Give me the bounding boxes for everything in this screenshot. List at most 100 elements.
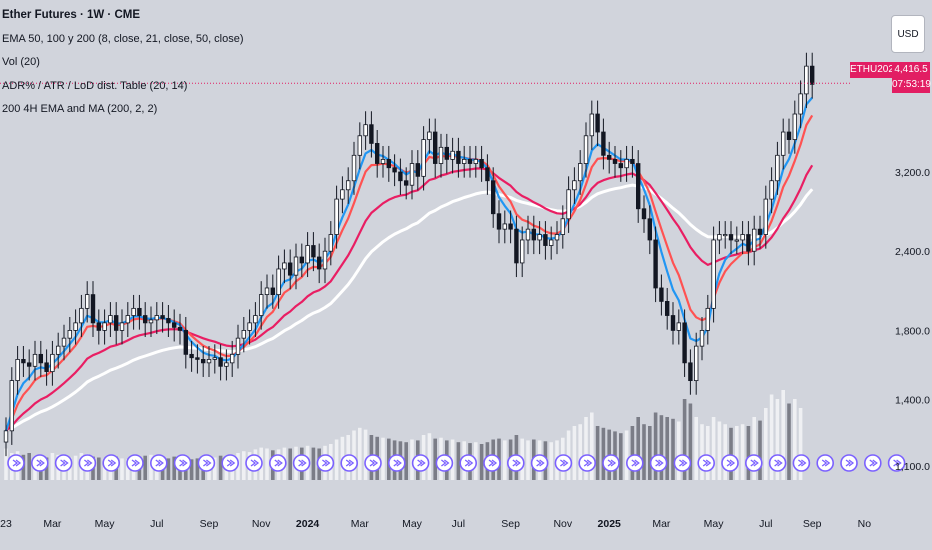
candle-body [38, 353, 43, 364]
candle-body [775, 154, 780, 182]
candle-body [438, 146, 444, 164]
candle-body [520, 239, 525, 264]
bar-countdown: 07:53:19 [892, 79, 931, 90]
candle-body [21, 359, 26, 364]
volume-bar [126, 459, 130, 480]
candle-body [351, 154, 357, 182]
candle-body [490, 180, 496, 215]
candle-body [374, 143, 380, 164]
candle-body [299, 256, 304, 264]
event-icon-glyph [607, 459, 617, 467]
volume-bar [352, 430, 356, 480]
y-tick-label: 3,200.0 [895, 167, 930, 179]
volume-bar [595, 426, 600, 480]
candle-body [3, 430, 9, 443]
moving-average-line [5, 114, 814, 432]
candle-body [171, 322, 177, 328]
candle-body [665, 301, 670, 316]
candle-body [461, 158, 467, 164]
candle-body [363, 124, 368, 137]
event-icon-glyph [464, 459, 474, 467]
legend-volume[interactable]: Vol (20) [2, 56, 40, 68]
currency-button[interactable]: USD [891, 15, 925, 53]
candle-body [647, 218, 652, 241]
volume-bar [711, 417, 716, 480]
candle-body [792, 113, 797, 140]
volume-bar [798, 408, 803, 480]
volume-bar [566, 430, 571, 480]
candle-body [595, 113, 600, 133]
x-tick-label: Nov [252, 518, 271, 530]
candle-body [403, 180, 409, 186]
candles [3, 52, 815, 457]
candle-body [537, 234, 542, 241]
y-axis[interactable]: 3,200.0 2,400.0 1,800.0 1,400.0 1,100.0 [895, 167, 930, 473]
volume-bar [584, 417, 588, 480]
candle-body [467, 158, 473, 164]
candle-body [485, 167, 490, 182]
candle-body [212, 357, 217, 360]
volume-bar [578, 424, 582, 480]
volume-bar [334, 439, 339, 480]
volume-bar [653, 412, 658, 480]
volume-bar [624, 430, 629, 480]
candle-body [502, 223, 507, 230]
volume-bar [659, 415, 664, 480]
volume-bar [735, 426, 739, 480]
last-price-value: 4,416.5 [894, 64, 928, 75]
volume-bar [619, 433, 623, 480]
volume-bar [50, 453, 55, 480]
candle-body [229, 353, 235, 364]
volume-bar [410, 439, 414, 480]
event-icon-glyph [512, 459, 521, 467]
y-tick-label: 1,400.0 [895, 395, 930, 407]
event-icon-glyph [536, 459, 545, 467]
x-tick-label: Sep [803, 518, 822, 530]
volume-bar [433, 438, 437, 480]
candle-body [166, 318, 171, 324]
event-icon-glyph [60, 459, 69, 467]
candle-body [653, 239, 658, 289]
candle-body [96, 322, 101, 331]
event-icon-glyph [417, 459, 426, 467]
candle-body [369, 124, 374, 144]
x-tick-label: 2025 [598, 518, 622, 530]
candle-body [415, 163, 420, 177]
candle-body [311, 245, 316, 258]
volume-bar [740, 424, 745, 480]
candle-body [67, 330, 72, 339]
x-axis[interactable]: 23 Mar May Jul Sep Nov 2024 Mar May Jul Sep Nov 2025… [0, 518, 871, 530]
volume-bar [572, 426, 577, 480]
candle-body [328, 234, 333, 252]
candle-body [142, 315, 148, 324]
candle-body [427, 131, 432, 140]
legend-ema200[interactable]: 200 4H EMA and MA (200, 2, 2) [2, 103, 158, 115]
x-tick-label: 2024 [296, 518, 320, 530]
event-icon-glyph [84, 459, 93, 467]
volume-bar [723, 424, 727, 480]
event-icon-glyph [369, 459, 379, 467]
legend-ema[interactable]: EMA 50, 100 y 200 (8, close, 21, close, … [2, 32, 244, 45]
candle-body [56, 345, 61, 355]
candle-body [316, 256, 322, 270]
volume-bar [265, 448, 269, 480]
volume-bar [764, 408, 768, 480]
volume-bar [677, 421, 681, 480]
y-tick-label: 1,800.0 [895, 325, 930, 337]
candle-body [630, 158, 635, 164]
legend-adr[interactable]: ADR% / ATR / LoD dist. Table (20, 14) [2, 79, 188, 92]
x-tick-label: Mar [351, 518, 370, 530]
candle-body [578, 163, 583, 182]
last-price-label: 4,416.5 07:53:19 [892, 62, 931, 93]
x-tick-label: No [858, 518, 872, 530]
symbol-title[interactable]: Ether Futures · 1W · CME [2, 9, 141, 21]
candle-body [514, 228, 519, 264]
event-icon-glyph [298, 459, 307, 467]
volume-bar [358, 427, 362, 480]
candle-body [421, 139, 426, 177]
candle-body [357, 135, 362, 156]
volume-bar [729, 427, 733, 480]
x-tick-label: Jul [150, 518, 163, 530]
candle-body [160, 315, 165, 319]
